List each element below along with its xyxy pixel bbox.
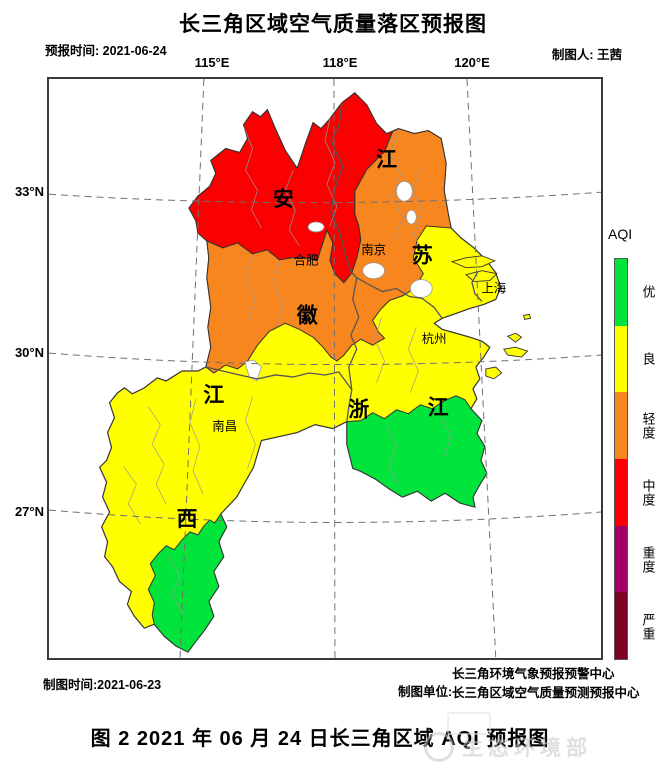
latitude-label-30n: 30°N	[14, 345, 44, 360]
longitude-label-120e: 120°E	[454, 55, 490, 70]
island-small	[523, 313, 532, 320]
lake-gaoyou	[406, 209, 417, 225]
page-title: 长三角区域空气质量落区预报图	[179, 13, 487, 36]
aqi-legend-labels: 优 良 轻度 中度 重度 严重	[634, 258, 662, 660]
legend-label-excellent: 优	[640, 284, 656, 299]
map-frame: 安 徽 江 苏 浙 江 江 西 合肥 南京 上海 杭州 南昌	[47, 77, 603, 660]
map-unit-line-1: 长三角环境气象预报预警中心	[452, 667, 615, 681]
border-shanghai	[471, 271, 483, 302]
city-labels: 合肥 南京 上海 杭州 南昌	[212, 242, 506, 434]
legend-label-moderate: 中度	[640, 478, 656, 507]
label-jiangsu-2: 苏	[412, 245, 433, 268]
map-unit-names: 长三角环境气象预报预警中心 长三角区域空气质量预测预报中心	[452, 665, 640, 703]
island-zhoushan-3	[485, 366, 503, 380]
border-zhejiang-jiangxi	[346, 389, 353, 422]
lake-chaohu	[307, 221, 325, 233]
longitude-label-118e: 118°E	[322, 55, 358, 70]
latitude-label-33n: 33°N	[14, 184, 44, 199]
border-jiangsu-zhejiang	[356, 277, 443, 319]
label-zhejiang-1: 浙	[348, 399, 369, 422]
lake-taihu	[409, 279, 433, 298]
aqi-legend-bar	[614, 258, 628, 660]
legend-title: AQI	[608, 226, 633, 242]
region-green-zhejiang	[346, 395, 488, 508]
yangtze-river-notch	[244, 359, 262, 382]
label-nanjing: 南京	[361, 242, 386, 257]
gridline-118e	[333, 79, 336, 658]
border-anhui-zhejiang	[348, 272, 360, 390]
legend-label-heavy: 重度	[640, 545, 656, 574]
province-labels: 安 徽 江 苏 浙 江 江 西	[177, 148, 449, 531]
label-hefei: 合肥	[294, 253, 319, 268]
figure-caption: 图 2 2021 年 06 月 24 日长三角区域 AQI 预报图	[90, 728, 550, 750]
prefecture-boundaries	[123, 118, 452, 616]
gridline-30n	[49, 352, 601, 366]
gridline-120e	[466, 79, 497, 658]
gridline-115e	[179, 79, 205, 658]
graticule	[49, 79, 601, 658]
label-shanghai: 上海	[481, 281, 506, 296]
map-made-time: 制图时间:2021-06-23	[43, 678, 162, 692]
label-jiangxi-2: 西	[177, 508, 198, 531]
province-boundaries	[205, 102, 483, 422]
label-hangzhou: 杭州	[422, 331, 447, 346]
legend-swatch-moderate	[615, 459, 627, 526]
legend-swatch-heavy	[615, 525, 627, 593]
aqi-forecast-map: 安 徽 江 苏 浙 江 江 西 合肥 南京 上海 杭州 南昌	[49, 79, 601, 658]
legend-label-severe: 严重	[640, 612, 656, 641]
lake-hongze	[396, 180, 413, 202]
region-green-jiangxi	[147, 512, 228, 653]
island-zhoushan-1	[506, 332, 523, 343]
latitude-label-27n: 27°N	[14, 504, 44, 519]
label-nanchang: 南昌	[212, 419, 237, 434]
label-jiangxi-1: 江	[203, 384, 224, 407]
legend-swatch-severe	[615, 592, 627, 660]
label-anhui-1: 安	[273, 187, 294, 211]
label-jiangsu-1: 江	[376, 148, 397, 171]
legend-swatch-excellent	[615, 259, 627, 326]
lake-shijiu	[362, 262, 385, 280]
gridline-33n	[49, 191, 601, 204]
cartographer-label: 制图人: 王茜	[551, 48, 622, 62]
island-zhoushan-2	[502, 346, 529, 358]
label-anhui-2: 徽	[296, 303, 318, 327]
longitude-label-115e: 115°E	[194, 55, 230, 70]
border-jiangxi-anhui	[205, 366, 353, 391]
watermark-fragment	[447, 712, 491, 735]
island-chongming	[450, 255, 496, 269]
forecast-time-label: 预报时间: 2021-06-24	[45, 44, 167, 58]
legend-swatch-good	[615, 325, 627, 393]
legend-label-light: 轻度	[640, 411, 656, 440]
border-anhui-jiangsu	[330, 102, 353, 273]
label-zhejiang-2: 江	[428, 397, 449, 420]
map-unit-label: 制图单位:	[398, 685, 453, 699]
legend-label-good: 良	[640, 351, 656, 366]
gridline-27n	[49, 509, 601, 523]
region-red-moderate-pollution	[188, 92, 394, 284]
legend-swatch-light	[615, 392, 627, 460]
map-unit-line-2: 长三角区域空气质量预测预报中心	[452, 686, 640, 700]
